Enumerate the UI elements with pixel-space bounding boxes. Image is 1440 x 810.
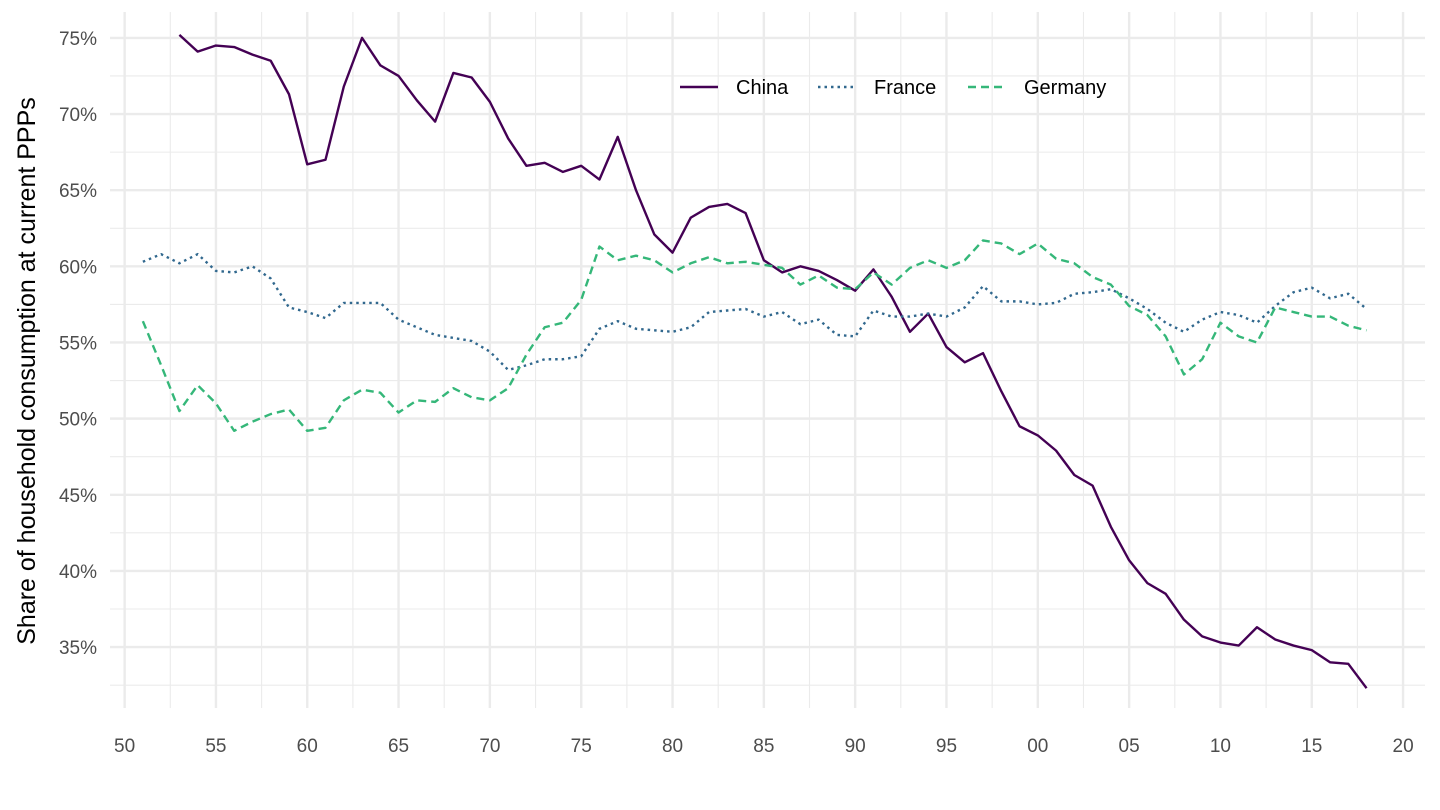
y-tick-label: 65%: [59, 181, 97, 202]
y-tick-label: 60%: [59, 257, 97, 278]
y-tick-label: 45%: [59, 486, 97, 507]
x-tick-label: 00: [1027, 736, 1048, 757]
x-tick-label: 20: [1393, 736, 1414, 757]
major-gridlines: [110, 12, 1425, 708]
y-tick-label: 70%: [59, 105, 97, 126]
y-tick-label: 50%: [59, 410, 97, 431]
y-tick-label: 55%: [59, 333, 97, 354]
y-tick-label: 75%: [59, 29, 97, 50]
x-tick-label: 80: [662, 736, 683, 757]
minor-gridlines: [110, 12, 1425, 708]
legend-label-france: France: [874, 77, 936, 99]
x-tick-label: 75: [571, 736, 592, 757]
x-tick-label: 65: [388, 736, 409, 757]
series-line-china: [178, 33, 1368, 689]
x-tick-label: 05: [1119, 736, 1140, 757]
x-tick-label: 95: [936, 736, 957, 757]
legend-label-germany: Germany: [1024, 77, 1106, 99]
y-axis-title: Share of household consumption at curren…: [13, 97, 41, 645]
y-tick-label: 40%: [59, 562, 97, 583]
x-tick-label: 50: [114, 736, 135, 757]
series-lines: [141, 33, 1368, 689]
x-tick-label: 90: [845, 736, 866, 757]
legend-label-china: China: [736, 77, 789, 99]
y-tick-label: 35%: [59, 638, 97, 659]
series-line-germany: [141, 239, 1367, 433]
x-tick-label: 60: [297, 736, 318, 757]
x-tick-label: 55: [205, 736, 226, 757]
y-axis-tick-labels: 35% 40% 45% 50% 55% 60% 65% 70% 75%: [59, 29, 97, 659]
legend: China France Germany: [680, 77, 1106, 99]
x-tick-label: 85: [753, 736, 774, 757]
x-tick-label: 70: [479, 736, 500, 757]
x-tick-label: 15: [1301, 736, 1322, 757]
x-axis-tick-labels: 50 55 60 65 70 75 80 85 90 95 00 05 10 15 20: [114, 736, 1414, 757]
x-tick-label: 10: [1210, 736, 1231, 757]
